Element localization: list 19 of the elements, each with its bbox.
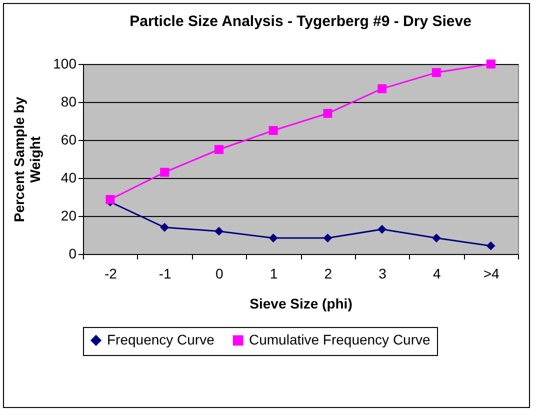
x-tick-label: 3 [378, 266, 387, 282]
y-tick-label: 20 [60, 208, 77, 224]
y-tick-label: 80 [60, 94, 77, 110]
y-tick-label: 60 [60, 132, 77, 148]
y-tick-label: 40 [60, 170, 77, 186]
x-tick-label: 1 [270, 266, 278, 282]
legend-label: Frequency Curve [107, 331, 215, 348]
y-axis-title: Percent Sample by Weight [11, 96, 44, 222]
x-axis-title: Sieve Size (phi) [250, 296, 352, 312]
legend-label: Cumulative Frequency Curve [249, 331, 431, 348]
x-tick-label: >4 [483, 266, 500, 282]
x-tick-label: 0 [216, 266, 224, 282]
x-tick-label: -1 [158, 266, 172, 282]
y-tick-label: 0 [68, 246, 77, 262]
x-tick-label: 2 [324, 266, 332, 282]
x-tick-label: -2 [104, 266, 118, 282]
y-tick-label: 100 [53, 56, 77, 72]
chart-title: Particle Size Analysis - Tygerberg #9 - Dry Sieve [130, 13, 472, 30]
x-tick-label: 4 [433, 266, 442, 282]
